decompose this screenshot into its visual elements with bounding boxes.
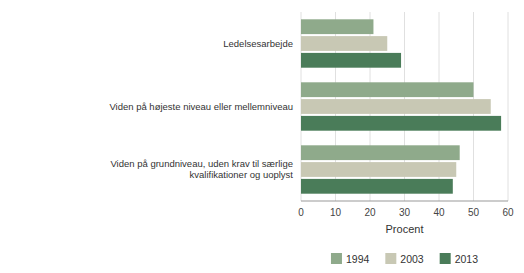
bar xyxy=(301,116,501,131)
category-label: Viden på højeste niveau eller mellemnive… xyxy=(109,101,293,112)
grid-line xyxy=(508,12,509,201)
bar xyxy=(301,82,474,97)
bar xyxy=(301,19,373,34)
bar xyxy=(301,162,456,177)
x-tick-label: 50 xyxy=(468,207,480,218)
x-tick-label: 40 xyxy=(433,207,445,218)
bar xyxy=(301,99,491,114)
bar xyxy=(301,145,460,160)
legend: 1994 2003 2013 xyxy=(331,253,478,265)
legend-swatch xyxy=(385,253,396,264)
legend-label: 2003 xyxy=(400,253,424,265)
bar xyxy=(301,53,401,68)
x-tick-label: 30 xyxy=(399,207,411,218)
category-label: Viden på grundniveau, uden krav til særl… xyxy=(110,158,293,180)
category-label-line: Viden på grundniveau, uden krav til særl… xyxy=(110,158,293,169)
category-label-line: kvalifikationer og uoplyst xyxy=(190,169,294,180)
chart: Viden på grundniveau, uden krav til særl… xyxy=(0,0,524,273)
bar xyxy=(301,179,453,194)
category-label: Ledelsesarbejde xyxy=(223,38,293,49)
legend-label: 1994 xyxy=(346,253,370,265)
category-label-line: Viden på højeste niveau eller mellemnive… xyxy=(109,101,293,112)
x-tick-label: 20 xyxy=(364,207,376,218)
x-axis-ticks: 0 10 20 30 40 50 60 xyxy=(298,207,514,218)
bars xyxy=(301,19,501,193)
x-tick-label: 10 xyxy=(330,207,342,218)
x-axis-title: Procent xyxy=(386,223,424,235)
x-axis-line xyxy=(301,201,508,202)
y-axis-labels: Viden på grundniveau, uden krav til særl… xyxy=(109,38,293,180)
legend-swatch xyxy=(440,253,451,264)
chart-svg: Viden på grundniveau, uden krav til særl… xyxy=(0,0,524,273)
category-label-line: Ledelsesarbejde xyxy=(223,38,293,49)
x-tick-label: 60 xyxy=(502,207,514,218)
legend-label: 2013 xyxy=(455,253,479,265)
bar xyxy=(301,36,387,51)
x-tick-label: 0 xyxy=(298,207,304,218)
legend-swatch xyxy=(331,253,342,264)
grid xyxy=(301,12,508,201)
